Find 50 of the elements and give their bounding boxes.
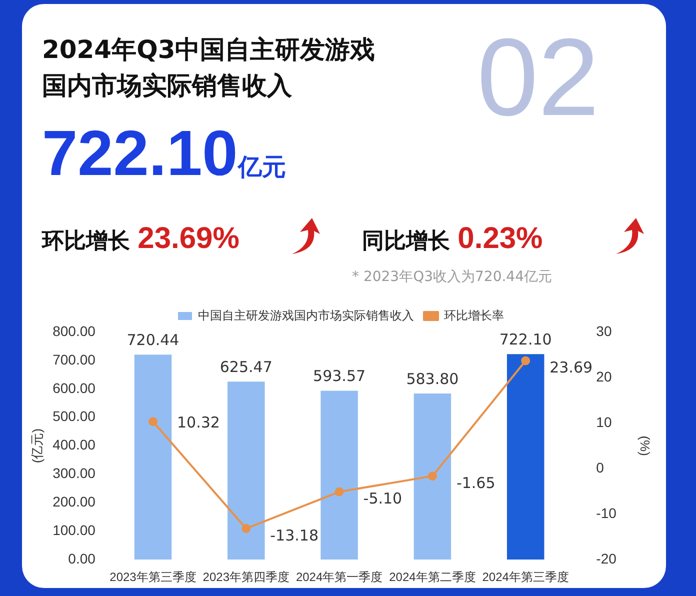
bar bbox=[320, 390, 358, 560]
data-label: -5.10 bbox=[363, 490, 402, 508]
x-tick-label: 2024年第三季度 bbox=[482, 570, 569, 584]
data-label: -1.65 bbox=[456, 474, 496, 492]
y-tick-label: 300.00 bbox=[52, 465, 96, 482]
data-label: -13.18 bbox=[270, 526, 319, 544]
y2-tick-label: 0 bbox=[596, 459, 604, 476]
y-tick-label: 400.00 bbox=[52, 436, 96, 453]
point bbox=[242, 524, 251, 534]
data-label: 23.69 bbox=[550, 358, 593, 377]
y-tick-label: 100.00 bbox=[52, 522, 96, 538]
text: * 2023年Q3收入为720.44亿元 bbox=[352, 268, 552, 286]
y-tick-label: 0.00 bbox=[68, 550, 96, 566]
y2-tick-label: 20 bbox=[596, 368, 612, 384]
y2-tick-label: -10 bbox=[596, 504, 617, 521]
y-tick-label: 700.00 bbox=[52, 351, 96, 368]
y2-tick-label: -20 bbox=[596, 550, 617, 566]
text: 同比增长 0.23% bbox=[362, 222, 543, 256]
chart-title: 2024年Q3中国自主研发游戏国内市场实际销售收入 bbox=[42, 34, 376, 102]
bar bbox=[134, 354, 172, 560]
y-tick-label: 200.00 bbox=[52, 494, 96, 510]
bar bbox=[228, 382, 265, 560]
x-tick-label: 2023年第三季度 bbox=[110, 570, 196, 584]
data-label: 720.44 bbox=[126, 331, 180, 350]
point bbox=[334, 487, 344, 496]
text: 环比增长 23.69% bbox=[42, 222, 240, 256]
data-label: 10.32 bbox=[176, 413, 220, 432]
point bbox=[148, 417, 158, 426]
y-tick-label: 600.00 bbox=[52, 380, 96, 396]
data-label: 583.80 bbox=[406, 370, 459, 388]
point bbox=[521, 356, 530, 366]
point bbox=[428, 472, 437, 481]
y2-tick-label: 10 bbox=[596, 414, 612, 430]
x-tick-label: 2024年第二季度 bbox=[389, 570, 476, 584]
bar bbox=[414, 394, 452, 560]
data-label: 593.57 bbox=[313, 367, 366, 386]
bar bbox=[506, 354, 544, 560]
y-tick-label: 800.00 bbox=[52, 322, 96, 339]
y2-axis-title: (%) bbox=[638, 436, 653, 456]
data-label: 625.47 bbox=[220, 358, 272, 376]
legend-label: 中国自主研发游戏国内市场实际销售收入 bbox=[198, 308, 414, 322]
x-tick-label: 2024年第一季度 bbox=[296, 570, 383, 584]
x-tick-label: 2023年第四季度 bbox=[202, 570, 290, 584]
y-tick-label: 500.00 bbox=[52, 408, 96, 424]
legend-label: 环比增长率 bbox=[444, 308, 504, 322]
y2-tick-label: 30 bbox=[596, 322, 612, 339]
text: 02 bbox=[477, 15, 600, 141]
text: 722.10亿元 bbox=[42, 117, 286, 189]
data-label: 722.10 bbox=[499, 330, 552, 349]
y-axis-title: (亿元) bbox=[29, 428, 44, 464]
